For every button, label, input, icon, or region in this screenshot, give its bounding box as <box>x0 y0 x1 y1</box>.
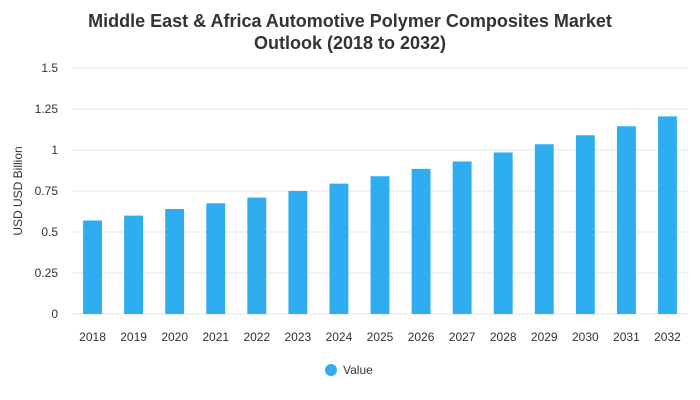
legend-marker-value <box>325 364 337 376</box>
y-tick-label: 0 <box>51 307 58 321</box>
y-axis-label: USD USD Billion <box>11 146 25 235</box>
bar-2025[interactable] <box>370 176 390 314</box>
chart-title-line-1: Middle East & Africa Automotive Polymer … <box>88 11 612 31</box>
y-tick-label: 0.5 <box>41 225 58 239</box>
x-tick-label: 2022 <box>243 330 270 344</box>
y-tick-label: 0.75 <box>35 184 59 198</box>
legend-label-value: Value <box>343 363 373 377</box>
x-axis-ticks: 2018 2019 2020 2021 2022 2023 2024 2025 2026 2027… <box>79 330 681 344</box>
bar-2030[interactable] <box>575 135 595 314</box>
x-tick-label: 2018 <box>79 330 106 344</box>
bar-2028[interactable] <box>493 152 513 314</box>
x-tick-label: 2023 <box>285 330 312 344</box>
x-tick-label: 2020 <box>161 330 188 344</box>
bar-2024[interactable] <box>329 183 349 314</box>
chart-title-line-2: Outlook (2018 to 2032) <box>254 33 446 53</box>
y-tick-label: 0.25 <box>35 266 59 280</box>
y-tick-label: 1.25 <box>35 102 59 116</box>
bar-2023[interactable] <box>288 191 308 314</box>
x-tick-label: 2032 <box>654 330 681 344</box>
x-tick-label: 2028 <box>490 330 517 344</box>
bar-2029[interactable] <box>534 144 554 314</box>
x-tick-label: 2030 <box>572 330 599 344</box>
bar-2020[interactable] <box>165 209 185 314</box>
x-tick-label: 2025 <box>367 330 394 344</box>
bar-2019[interactable] <box>124 215 144 314</box>
bar-2026[interactable] <box>411 168 431 314</box>
bar-2018[interactable] <box>83 220 102 314</box>
bar-2032[interactable] <box>658 116 677 314</box>
y-tick-label: 1 <box>51 143 58 157</box>
bars <box>83 116 677 314</box>
x-tick-label: 2019 <box>120 330 147 344</box>
x-tick-label: 2024 <box>326 330 353 344</box>
x-tick-label: 2027 <box>449 330 476 344</box>
x-tick-label: 2026 <box>408 330 435 344</box>
bar-2022[interactable] <box>247 197 267 314</box>
legend[interactable]: Value <box>325 363 373 377</box>
bar-2021[interactable] <box>206 203 226 314</box>
y-axis-ticks: 0 0.25 0.5 0.75 1 1.25 1.5 <box>35 61 59 321</box>
bar-2027[interactable] <box>452 161 472 314</box>
x-tick-label: 2029 <box>531 330 558 344</box>
y-tick-label: 1.5 <box>41 61 58 75</box>
bar-2031[interactable] <box>616 126 636 314</box>
x-tick-label: 2021 <box>202 330 229 344</box>
x-tick-label: 2031 <box>613 330 640 344</box>
